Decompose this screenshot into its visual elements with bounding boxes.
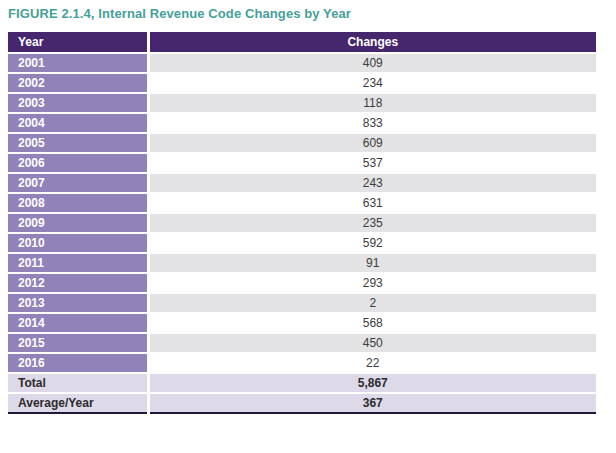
table-row: 2014 568	[8, 313, 596, 333]
year-cell: 2005	[8, 133, 148, 153]
total-label: Total	[8, 373, 148, 393]
table-row: 2008 631	[8, 193, 596, 213]
figure-title: FIGURE 2.1.4, Internal Revenue Code Chan…	[8, 6, 596, 21]
changes-cell: 609	[148, 133, 596, 153]
year-cell: 2011	[8, 253, 148, 273]
table-row: 2001 409	[8, 53, 596, 73]
year-cell: 2016	[8, 353, 148, 373]
changes-cell: 568	[148, 313, 596, 333]
table-row: 2015 450	[8, 333, 596, 353]
changes-cell: 243	[148, 173, 596, 193]
average-value: 367	[148, 393, 596, 413]
changes-cell: 450	[148, 333, 596, 353]
year-cell: 2014	[8, 313, 148, 333]
table-header: Year Changes	[8, 32, 596, 53]
year-cell: 2006	[8, 153, 148, 173]
year-cell: 2009	[8, 213, 148, 233]
year-cell: 2013	[8, 293, 148, 313]
table-row: 2013 2	[8, 293, 596, 313]
table-row: 2005 609	[8, 133, 596, 153]
average-label: Average/Year	[8, 393, 148, 413]
changes-cell: 833	[148, 113, 596, 133]
changes-column-header: Changes	[148, 32, 596, 53]
table-row: 2007 243	[8, 173, 596, 193]
irc-changes-table: Year Changes 2001 409 2002 234 2003 118 …	[8, 32, 596, 414]
table-row: 2002 234	[8, 73, 596, 93]
table-row: 2012 293	[8, 273, 596, 293]
table-row: 2011 91	[8, 253, 596, 273]
table-row: 2003 118	[8, 93, 596, 113]
changes-cell: 592	[148, 233, 596, 253]
changes-cell: 234	[148, 73, 596, 93]
figure-container: FIGURE 2.1.4, Internal Revenue Code Chan…	[0, 0, 596, 414]
year-cell: 2002	[8, 73, 148, 93]
total-row: Total 5,867	[8, 373, 596, 393]
header-row: Year Changes	[8, 32, 596, 53]
changes-cell: 2	[148, 293, 596, 313]
average-row: Average/Year 367	[8, 393, 596, 413]
table-row: 2016 22	[8, 353, 596, 373]
changes-cell: 118	[148, 93, 596, 113]
changes-cell: 22	[148, 353, 596, 373]
year-cell: 2007	[8, 173, 148, 193]
changes-cell: 537	[148, 153, 596, 173]
year-column-header: Year	[8, 32, 148, 53]
changes-cell: 631	[148, 193, 596, 213]
year-cell: 2001	[8, 53, 148, 73]
year-cell: 2012	[8, 273, 148, 293]
total-value: 5,867	[148, 373, 596, 393]
table-row: 2009 235	[8, 213, 596, 233]
year-cell: 2008	[8, 193, 148, 213]
table-row: 2004 833	[8, 113, 596, 133]
changes-cell: 293	[148, 273, 596, 293]
table-row: 2010 592	[8, 233, 596, 253]
changes-cell: 409	[148, 53, 596, 73]
year-cell: 2003	[8, 93, 148, 113]
changes-cell: 91	[148, 253, 596, 273]
table-body: 2001 409 2002 234 2003 118 2004 833 2005…	[8, 53, 596, 373]
year-cell: 2004	[8, 113, 148, 133]
table-row: 2006 537	[8, 153, 596, 173]
year-cell: 2015	[8, 333, 148, 353]
changes-cell: 235	[148, 213, 596, 233]
table-summary: Total 5,867 Average/Year 367	[8, 373, 596, 413]
year-cell: 2010	[8, 233, 148, 253]
